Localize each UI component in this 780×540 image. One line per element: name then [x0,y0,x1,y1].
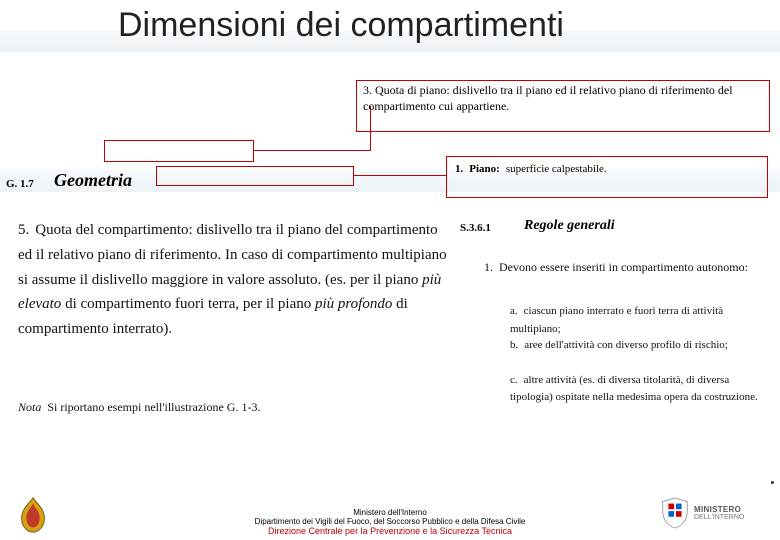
item3-text-c: cui appartiene. [436,99,510,113]
note-text: Si riportano esempi nell'illustrazione G… [47,400,260,414]
rule-b: b. aree dell'attività con diverso profilo… [510,336,770,354]
rule-c: c.altre attività (es. di diversa titolar… [510,372,770,405]
item1-body: superficie calpestabile. [506,163,607,175]
footer: Ministero dell'Interno Dipartimento dei … [0,480,780,540]
section-heading-geometria: Geometria [54,170,132,191]
ministero-line1: MINISTERO [694,506,744,514]
section-code-g17: G. 1.7 [6,178,34,190]
rule-c-text: altre attività (es. di diversa titolarit… [510,374,758,403]
item1-text: 1. Piano: superficie calpestabile. [447,157,767,181]
note-paragraph: Nota Si riportano esempi nell'illustrazi… [18,398,448,418]
rule-a-label: a. [510,302,518,320]
item5-c: di compartimento fuori terra, per il pia… [61,296,315,312]
rule1-text: Devono essere inseriti in compartimento … [499,260,748,274]
rule-b-text: aree dell'attività con diverso profilo d… [524,339,728,351]
section-code-s361: S.3.6.1 [460,222,491,234]
item1-label: Piano: [469,163,500,175]
rule-c-label: c. [510,372,518,389]
rule1-num: 1. [484,258,493,278]
rule-b-label: b. [510,336,518,354]
callout-box-item3: 3. Quota di piano: dislivello tra il pia… [356,80,770,132]
rule-a-text: ciascun piano interrato e fuori terra di… [510,305,723,335]
callout-box-item1: 1. Piano: superficie calpestabile. [446,156,768,198]
item5-d: più profondo [315,296,392,312]
item5-num: 5. [18,218,29,243]
callout-box-a [104,140,254,162]
item1-num: 1. [455,163,463,175]
slide: Dimensioni dei compartimenti 3. Quota di… [0,0,780,540]
item5-a: Quota del compartimento: dislivello tra … [18,222,447,288]
item5-paragraph: 5.Quota del compartimento: dislivello tr… [18,218,448,342]
ministero-logo: MINISTERO DELL'INTERNO [660,494,770,532]
section-heading-regole: Regole generali [524,218,615,234]
item3-text-a: Quota di piano: dislivello tra il piano … [375,83,619,97]
note-label: Nota [18,400,41,414]
connector-line [370,106,371,151]
slide-title: Dimensioni dei compartimenti [118,6,760,45]
rule1: 1. Devono essere inseriti in compartiment… [484,258,774,278]
item3-text: 3. Quota di piano: dislivello tra il pia… [357,81,769,116]
item3-num: 3. [363,83,372,97]
connector-line [254,150,370,151]
connector-line [354,175,446,176]
rule-a: a.ciascun piano interrato e fuori terra … [510,302,770,338]
callout-box-b [156,166,354,186]
ministero-line2: DELL'INTERNO [694,514,744,521]
